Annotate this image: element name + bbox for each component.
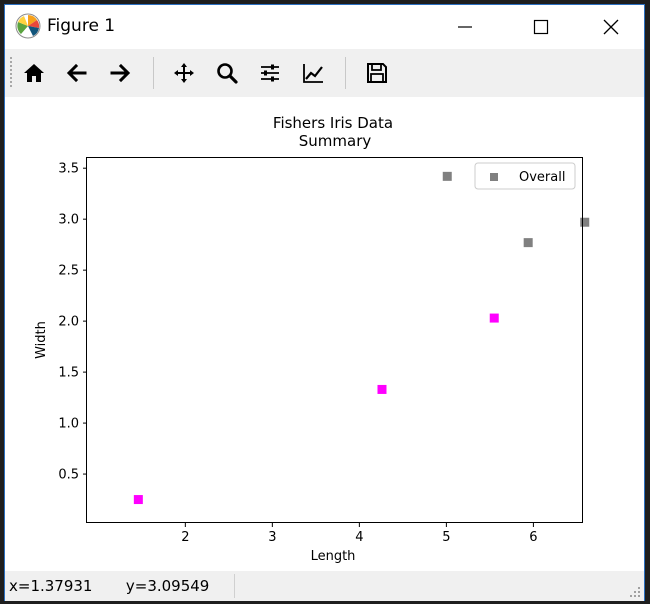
x-coordinate: x=1.37931 <box>9 577 93 595</box>
close-button[interactable] <box>588 5 634 49</box>
scatter-chart[interactable]: Fishers Iris Data Summary 0.5 1.0 1.5 2.0 2.… <box>5 97 644 571</box>
status-bar: x=1.37931 y=3.09549 <box>5 571 644 601</box>
maximize-button[interactable] <box>518 5 564 49</box>
figure-window: Figure 1 <box>4 4 645 601</box>
y-tick-label: 3.5 <box>58 162 79 177</box>
home-icon <box>24 64 44 82</box>
matplotlib-logo-icon <box>15 13 41 39</box>
legend-label-overall: Overall <box>519 170 565 185</box>
y-axis-label: Width <box>34 321 49 359</box>
y-tick-label: 2.0 <box>58 315 79 330</box>
minimize-button[interactable] <box>442 5 488 49</box>
x-tick-label: 4 <box>355 530 363 545</box>
y-coordinate: y=3.09549 <box>125 577 210 595</box>
data-point-series-1 <box>523 238 533 248</box>
subplots-button[interactable] <box>254 57 286 89</box>
y-tick-label: 1.0 <box>58 417 79 432</box>
chart-title: Fishers Iris Data <box>273 114 393 132</box>
subplots-icon <box>261 64 279 82</box>
data-point-series-2 <box>489 313 499 323</box>
toolbar-separator <box>345 57 346 89</box>
x-tick-label: 6 <box>529 530 537 545</box>
back-arrow-icon <box>66 63 87 83</box>
toolbar-separator <box>153 57 154 89</box>
save-icon <box>367 63 387 83</box>
y-tick-label: 0.5 <box>58 468 79 483</box>
close-icon <box>603 19 619 35</box>
x-axis-label: Length <box>311 549 356 564</box>
x-tick-label: 5 <box>442 530 450 545</box>
pan-button[interactable] <box>168 57 200 89</box>
data-point-series-2 <box>133 495 143 505</box>
edit-axis-icon <box>303 64 323 83</box>
minimize-icon <box>458 26 472 28</box>
zoom-icon <box>217 63 238 84</box>
status-separator <box>234 574 235 598</box>
back-button[interactable] <box>61 57 93 89</box>
chart-subtitle: Summary <box>299 132 372 150</box>
toolbar-grip[interactable] <box>10 57 12 89</box>
forward-button[interactable] <box>104 57 136 89</box>
y-tick-label: 1.5 <box>58 366 79 381</box>
data-point-series-1 <box>442 171 452 181</box>
cursor-coordinates: x=1.37931 y=3.09549 <box>9 577 209 595</box>
save-button[interactable] <box>361 57 393 89</box>
x-tick-label: 3 <box>268 530 276 545</box>
customize-button[interactable] <box>297 57 329 89</box>
navigation-toolbar <box>5 49 644 98</box>
y-tick-label: 2.5 <box>58 264 79 279</box>
x-tick-label: 2 <box>181 530 189 545</box>
window-title: Figure 1 <box>47 16 116 36</box>
title-bar[interactable]: Figure 1 <box>5 5 644 49</box>
zoom-button[interactable] <box>211 57 243 89</box>
home-button[interactable] <box>18 57 50 89</box>
resize-grip-icon[interactable] <box>629 586 641 598</box>
plot-area-frame <box>86 157 583 523</box>
figure-canvas[interactable]: Fishers Iris Data Summary 0.5 1.0 1.5 2.0 2.… <box>5 97 644 571</box>
maximize-icon <box>533 19 549 35</box>
data-point-series-2 <box>377 384 387 394</box>
legend: Overall <box>474 162 576 190</box>
data-point-series-1 <box>580 217 590 227</box>
legend-marker-overall <box>490 173 498 181</box>
forward-arrow-icon <box>110 63 131 83</box>
y-tick-label: 3.0 <box>58 213 79 228</box>
pan-icon <box>174 63 194 83</box>
legend-box <box>474 162 576 190</box>
